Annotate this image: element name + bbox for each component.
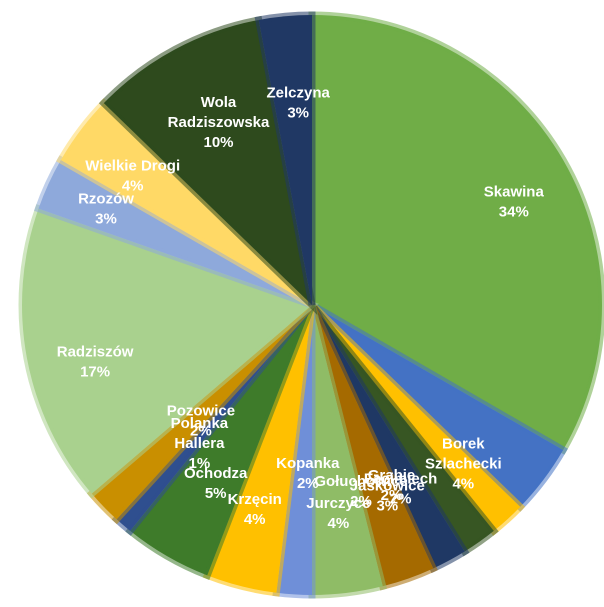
- slice-category-label: Borek: [442, 435, 485, 452]
- slice-percent-label: 4%: [122, 178, 144, 195]
- data-label-radziszow: Radziszów 17%: [57, 343, 134, 380]
- slice-percent-label: 4%: [328, 515, 350, 532]
- slice-category-label: Skawina: [484, 184, 545, 201]
- slice-category-label: Ochodza: [184, 465, 248, 482]
- slice-category-label: Rzozów: [78, 190, 134, 207]
- slice-percent-label: 4%: [452, 475, 474, 492]
- data-label-goluchowice: Gołuchowice 2%: [314, 473, 407, 510]
- data-label-ochodza: Ochodza 5%: [184, 465, 248, 502]
- slice-percent-label: 3%: [287, 104, 309, 121]
- data-label-borek-szlachecki: Borek Szlachecki 4%: [425, 435, 502, 492]
- slice-category-label: Facimiech: [364, 471, 437, 488]
- data-label-kopanka: Kopanka 2%: [276, 455, 340, 492]
- pie-labels: Skawina 34%Borek Szlachecki 4%Facimiech 2%Go…: [57, 84, 545, 532]
- slice-category-label: Polanka: [171, 415, 229, 432]
- slice-category-label: Hallera: [174, 435, 225, 452]
- data-label-pozowice: Pozowice 2%: [167, 402, 235, 439]
- slice-category-label: Zelczyna: [267, 84, 331, 101]
- slice-percent-label: 10%: [203, 134, 233, 151]
- slice-category-label: Wielkie Drogi: [85, 158, 180, 175]
- slice-percent-label: 17%: [80, 363, 110, 380]
- slice-percent-label: 3%: [376, 497, 398, 514]
- slice-percent-label: 5%: [205, 485, 227, 502]
- data-label-jaskowice: Jaśkowice 3%: [350, 477, 425, 514]
- pie-slice-zelczyna: [254, 11, 316, 306]
- data-label-zelczyna: Zelczyna 3%: [267, 84, 331, 121]
- slice-percent-label: 1%: [189, 455, 211, 472]
- data-label-skawina: Skawina 34%: [484, 184, 545, 221]
- slice-percent-label: 2%: [350, 493, 372, 510]
- slice-category-label: Kopanka: [276, 455, 340, 472]
- slice-category-label: Grabie: [368, 467, 416, 484]
- slice-category-label: Radziszów: [57, 343, 134, 360]
- data-label-jurczyce: Jurczyce 4%: [306, 495, 370, 532]
- slice-percent-label: 2%: [297, 475, 319, 492]
- slice-percent-label: 34%: [499, 204, 529, 221]
- slice-percent-label: 2%: [381, 487, 403, 504]
- data-label-wola-radziszowska: Wola Radziszowska 10%: [168, 94, 270, 151]
- slice-category-label: Szlachecki: [425, 455, 502, 472]
- slice-category-label: Radziszowska: [168, 114, 270, 131]
- slice-category-label: Wola: [201, 94, 237, 111]
- slice-percent-label: 3%: [95, 210, 117, 227]
- data-label-krzecin: Krzęcin 4%: [228, 491, 282, 528]
- data-label-polanka-hallera: Polanka Hallera 1%: [171, 415, 229, 472]
- slice-category-label: Jaśkowice: [350, 477, 425, 494]
- slice-percent-label: 2%: [390, 491, 412, 508]
- pie-slice-wola-radziszowska: [98, 15, 318, 316]
- data-label-grabie: Grabie 2%: [368, 467, 416, 504]
- pie-slice-skawina: [308, 11, 604, 455]
- slice-category-label: Gołuchowice: [314, 473, 407, 490]
- slice-category-label: Pozowice: [167, 402, 235, 419]
- slice-category-label: Krzęcin: [228, 491, 282, 508]
- slice-percent-label: 4%: [244, 511, 266, 528]
- slice-percent-label: 2%: [190, 422, 212, 439]
- data-label-facimiech: Facimiech 2%: [364, 471, 437, 508]
- data-label-rzozow: Rzozów 3%: [78, 190, 134, 227]
- pie-slices: [18, 11, 604, 599]
- slice-category-label: Jurczyce: [306, 495, 370, 512]
- data-label-wielkie-drogi: Wielkie Drogi 4%: [85, 158, 180, 195]
